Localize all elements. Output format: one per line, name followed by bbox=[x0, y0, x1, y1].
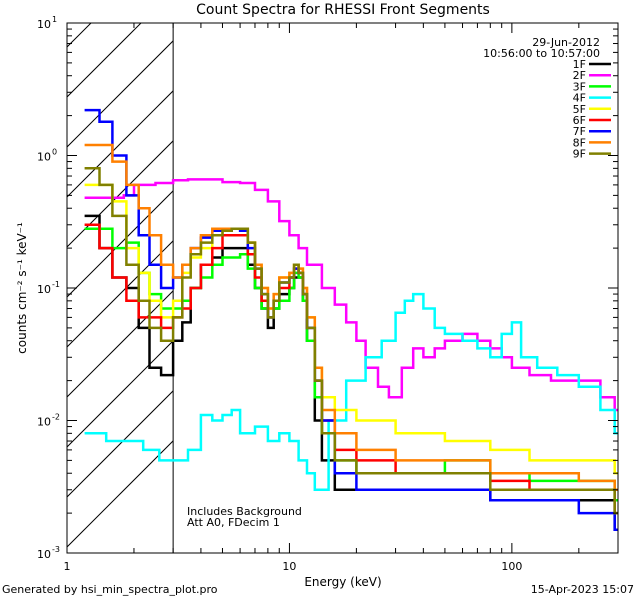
series-line-9f bbox=[84, 167, 618, 515]
y-tick-label: 10 bbox=[37, 548, 51, 561]
x-tick-label: 100 bbox=[501, 560, 522, 573]
hatch-line bbox=[67, 290, 174, 398]
legend-label-7f: 7F bbox=[573, 125, 586, 138]
x-axis-label: Energy (keV) bbox=[304, 575, 381, 589]
legend-label-3f: 3F bbox=[573, 80, 586, 93]
y-tick-exponent: -2 bbox=[52, 413, 60, 422]
hatch-line bbox=[67, 23, 142, 98]
legend-label-2f: 2F bbox=[573, 69, 586, 82]
y-tick-exponent: 0 bbox=[52, 148, 57, 157]
hatch-line bbox=[67, 23, 92, 48]
legend-label-5f: 5F bbox=[573, 103, 586, 116]
hatch-line bbox=[67, 40, 174, 148]
hatch-line bbox=[67, 440, 174, 548]
generated-timestamp: 15-Apr-2023 15:07 bbox=[530, 583, 634, 596]
legend-label-6f: 6F bbox=[573, 114, 586, 127]
hatch-line bbox=[67, 140, 174, 248]
series-line-8f bbox=[84, 143, 618, 492]
hatch-line bbox=[67, 390, 174, 498]
y-tick-label: 10 bbox=[37, 416, 51, 429]
excluded-energy-hatch bbox=[67, 23, 174, 548]
hatch-line bbox=[67, 240, 174, 348]
note-attenuator: Att A0, FDecim 1 bbox=[187, 516, 280, 529]
hatch-line bbox=[67, 90, 174, 198]
note-background: Includes Background bbox=[187, 505, 302, 518]
y-tick-exponent: 1 bbox=[52, 15, 57, 24]
y-tick-label: 10 bbox=[37, 283, 51, 296]
y-axis-label: counts cm⁻² s⁻¹ keV⁻¹ bbox=[15, 222, 29, 354]
x-tick-label: 10 bbox=[282, 560, 296, 573]
generator-credit: Generated by hsi_min_spectra_plot.pro bbox=[2, 583, 218, 596]
y-tick-label: 10 bbox=[37, 18, 51, 31]
series-line-1f bbox=[84, 214, 618, 531]
legend-label-1f: 1F bbox=[573, 58, 586, 71]
hatch-line bbox=[67, 190, 174, 298]
chart-title: Count Spectra for RHESSI Front Segments bbox=[196, 2, 490, 18]
date-label: 29-Jun-2012 bbox=[532, 36, 600, 49]
series-line-4f bbox=[84, 292, 618, 492]
y-tick-exponent: -1 bbox=[52, 280, 60, 289]
y-tick-label: 10 bbox=[37, 151, 51, 164]
y-tick-exponent: -3 bbox=[52, 545, 60, 554]
legend-label-9f: 9F bbox=[573, 148, 586, 161]
legend-label-8f: 8F bbox=[573, 136, 586, 149]
hatch-line bbox=[67, 340, 174, 448]
x-tick-label: 1 bbox=[64, 560, 71, 573]
legend-label-4f: 4F bbox=[573, 92, 586, 105]
series-line-7f bbox=[84, 108, 618, 531]
time-range-label: 10:56:00 to 10:57:00 bbox=[483, 47, 600, 60]
